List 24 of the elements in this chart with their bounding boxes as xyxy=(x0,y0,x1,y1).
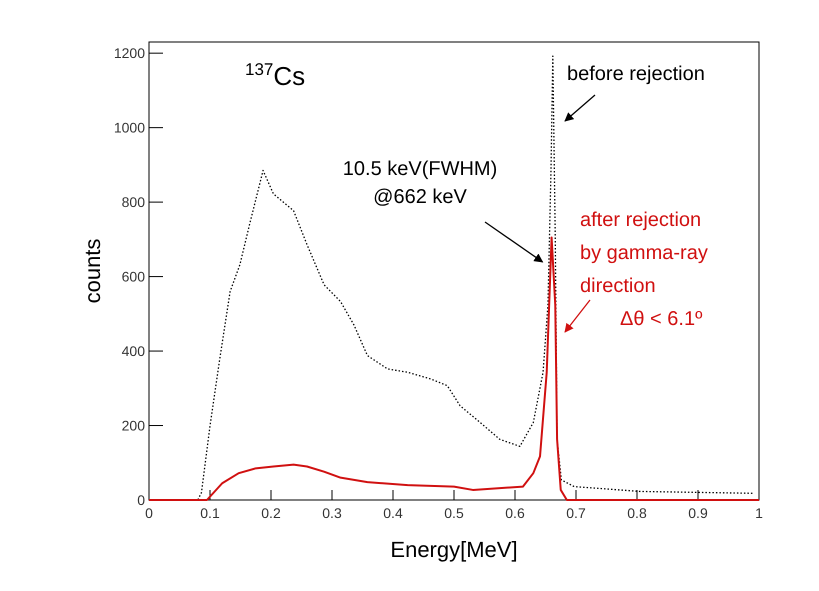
x-tick-label: 0.7 xyxy=(566,505,586,521)
y-axis-title: counts xyxy=(80,238,105,304)
x-tick-label: 1 xyxy=(755,505,764,521)
y-tick-label: 1000 xyxy=(114,120,146,136)
x-tick-label: 0.1 xyxy=(200,505,220,521)
y-tick-label: 600 xyxy=(122,268,146,285)
x-tick-label: 0.9 xyxy=(688,505,708,521)
y-tick-label: 1200 xyxy=(114,45,146,62)
x-tick-label: 0.8 xyxy=(627,505,647,521)
x-tick-label: 0.5 xyxy=(444,505,464,521)
y-tick-label: 400 xyxy=(122,343,146,360)
line-series xyxy=(148,236,760,501)
y-tick-label: 200 xyxy=(122,418,146,434)
y-tick-label: 800 xyxy=(122,194,146,210)
x-tick-label: 0.2 xyxy=(261,505,281,521)
x-tick-label: 0.3 xyxy=(322,505,342,521)
x-tick-label: 0.4 xyxy=(383,505,403,521)
x-tick-label: 0.6 xyxy=(505,505,525,521)
x-axis-title: Energy[MeV] xyxy=(390,537,518,562)
series-label: after rejection by gamma-ray direction Δθ < 6.1º xyxy=(580,209,708,330)
annotation: 10.5 keV(FWHM) @662 keV xyxy=(342,158,498,208)
annotation: $^{137}$Cs xyxy=(245,60,306,91)
y-tick-label: 0 xyxy=(137,492,146,508)
series-label: before rejection xyxy=(567,63,705,85)
